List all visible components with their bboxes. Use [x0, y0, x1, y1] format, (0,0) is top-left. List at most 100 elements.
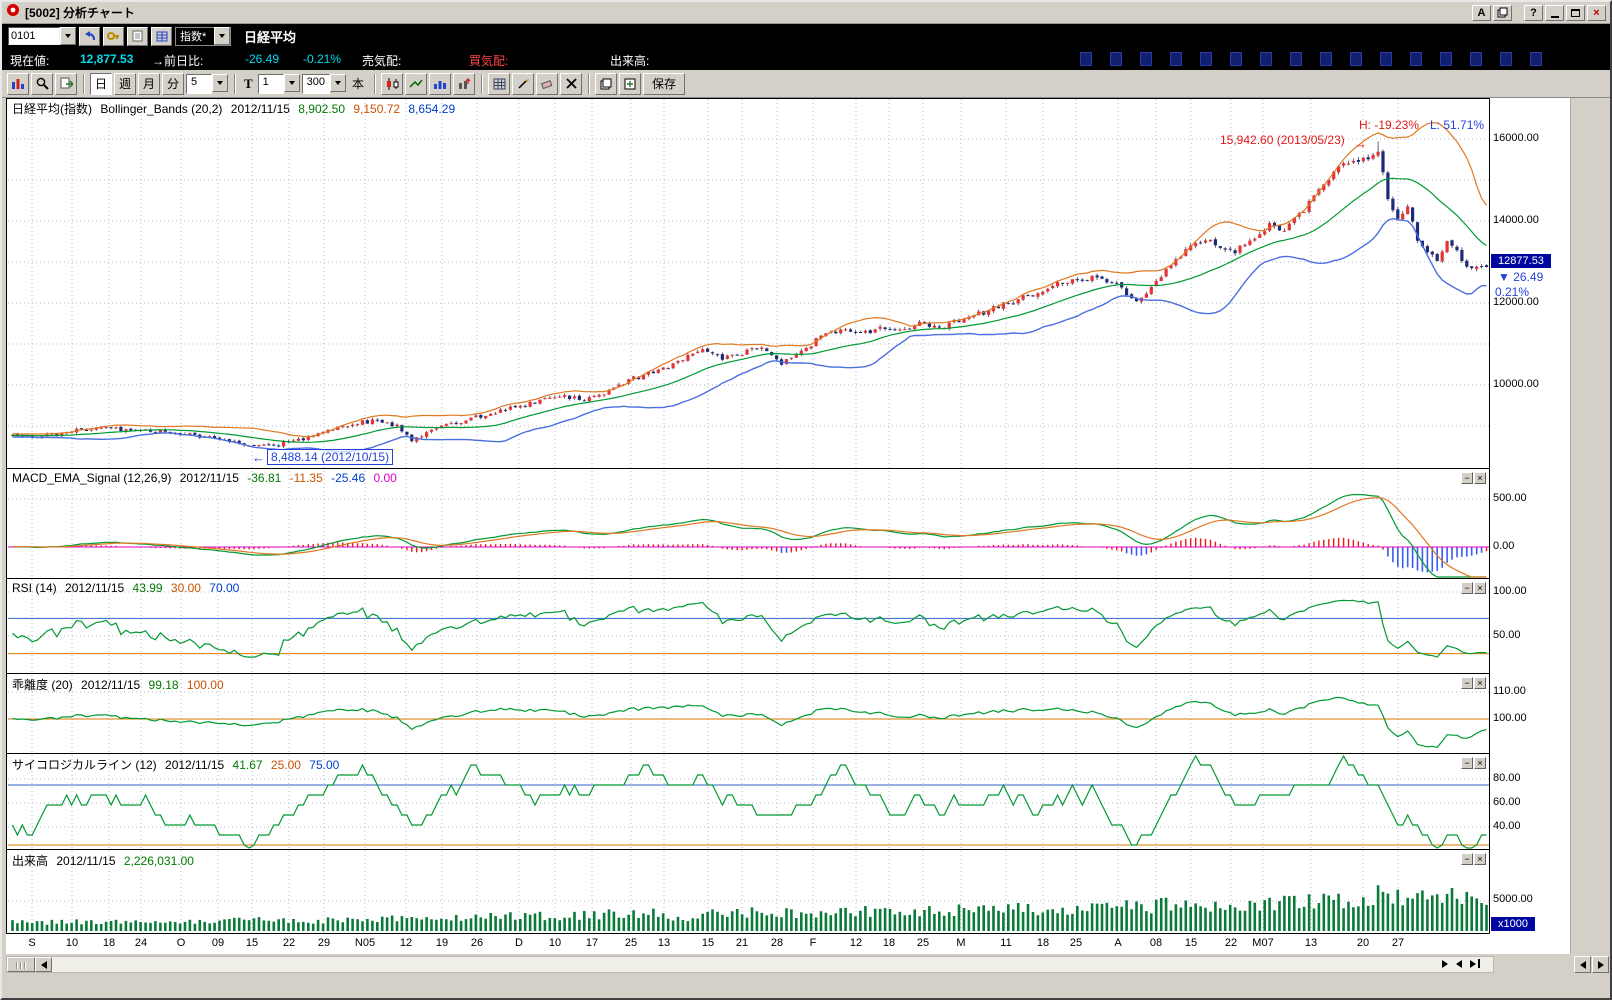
step-back-icon[interactable]	[1456, 959, 1462, 968]
quote-board-cell	[1140, 52, 1152, 66]
panel-minimize-button[interactable]: −	[1461, 853, 1473, 865]
copy-window-button[interactable]	[1493, 4, 1512, 21]
candle-chart-button[interactable]	[381, 72, 404, 95]
high-price-annotation: 15,942.60 (2013/05/23)	[1220, 133, 1345, 147]
draw-line-button[interactable]	[512, 72, 535, 95]
low-percent-label: L: 51.71%	[1430, 118, 1485, 132]
panel-minimize-button[interactable]: −	[1461, 582, 1473, 594]
minimize-button[interactable]	[1545, 4, 1564, 21]
font-size-button[interactable]: A	[1472, 4, 1491, 21]
command-bar: 指数* 日経平均	[2, 24, 1610, 48]
period-week-button[interactable]: 週	[114, 72, 136, 95]
quote-board-cell	[1110, 52, 1122, 66]
symbol-code-input[interactable]	[8, 27, 60, 45]
scrollbar-thumb[interactable]	[7, 957, 35, 972]
go-latest-bar	[1478, 959, 1480, 968]
panel-minimize-button[interactable]: −	[1461, 677, 1473, 689]
ask-label: 売気配:	[362, 54, 402, 68]
last-change-percent: 0.21%	[1495, 285, 1530, 299]
titlebar[interactable]: [5002] 分析チャート A ? ×	[2, 2, 1610, 24]
quote-board-cell	[1200, 52, 1212, 66]
quote-board-cell	[1290, 52, 1302, 66]
go-latest-icon[interactable]	[1470, 959, 1476, 968]
bar-count-unit: 本	[352, 77, 365, 91]
compare-chart-button[interactable]	[453, 72, 476, 95]
indicator-settings-button[interactable]	[7, 72, 29, 95]
volume-chart-button[interactable]	[429, 72, 452, 95]
code-history-dropdown-button[interactable]	[60, 27, 76, 45]
export-button[interactable]	[55, 72, 77, 95]
period-month-button[interactable]: 月	[138, 72, 160, 95]
category-dropdown-button[interactable]	[214, 27, 230, 45]
quote-board-cell	[1470, 52, 1482, 66]
current-price-value: 12,877.53	[80, 52, 134, 66]
last-price-badge: 12877.53	[1491, 254, 1551, 268]
quote-board-cell	[1530, 52, 1542, 66]
panel-minimize-button[interactable]: −	[1461, 472, 1473, 484]
period-day-button[interactable]: 日	[90, 72, 112, 95]
minute-interval-value: 5	[186, 73, 212, 94]
high-percent-label: H: -19.23%	[1359, 118, 1420, 132]
panel-close-button[interactable]: ×	[1474, 677, 1486, 689]
quote-board-cell	[1230, 52, 1242, 66]
low-price-annotation: 8,488.14 (2012/10/15)	[267, 449, 394, 465]
scroll-page-left-button[interactable]	[1574, 956, 1591, 973]
volume-unit-badge: x1000	[1491, 917, 1535, 931]
bar-count-value: 300	[301, 73, 331, 94]
back-icon[interactable]	[79, 26, 100, 46]
minute-interval-select[interactable]: 5	[186, 73, 228, 94]
period-minute-button[interactable]: 分	[162, 72, 184, 95]
change-label: →前日比:	[152, 54, 204, 68]
tick-label: T	[244, 75, 253, 91]
change-percent: -0.21%	[303, 52, 342, 66]
close-button[interactable]: ×	[1587, 4, 1606, 21]
scroll-page-right-button[interactable]	[1592, 956, 1609, 973]
save-button[interactable]: 保存	[643, 72, 686, 95]
new-window-button[interactable]	[619, 72, 642, 95]
zoom-button[interactable]	[31, 72, 53, 95]
horizontal-scrollbar[interactable]	[6, 956, 1494, 973]
quote-board-cell	[1260, 52, 1272, 66]
quote-board-cell	[1170, 52, 1182, 66]
eraser-button[interactable]	[536, 72, 559, 95]
panel-close-button[interactable]: ×	[1474, 582, 1486, 594]
symbol-name: 日経平均	[244, 29, 297, 45]
panel-minimize-button[interactable]: −	[1461, 757, 1473, 769]
delete-drawing-button[interactable]	[560, 72, 583, 95]
minute-interval-dropdown-button[interactable]	[212, 73, 228, 92]
maximize-button[interactable]	[1566, 4, 1585, 21]
panel-close-button[interactable]: ×	[1474, 757, 1486, 769]
tick-dropdown-button[interactable]	[283, 73, 300, 92]
grid-button[interactable]	[488, 72, 511, 95]
bid-label: 買気配:	[469, 54, 509, 68]
app-logo-icon	[6, 3, 20, 22]
quote-board-cell	[1080, 52, 1092, 66]
low-arrow-icon: ←	[252, 450, 265, 465]
category-select-value: 指数*	[180, 31, 207, 43]
window-title: [5002] 分析チャート	[25, 6, 135, 20]
tick-select[interactable]: 1	[257, 73, 300, 94]
volume-label: 出来高:	[610, 54, 650, 68]
step-forward-icon[interactable]	[1442, 959, 1448, 968]
current-price-label: 現在値:	[10, 54, 50, 68]
quote-board-cell	[1320, 52, 1332, 66]
category-select[interactable]: 指数*	[175, 26, 231, 46]
scroll-left-button[interactable]	[35, 957, 52, 972]
line-chart-button[interactable]	[405, 72, 428, 95]
panel-close-button[interactable]: ×	[1474, 853, 1486, 865]
bar-count-select[interactable]: 300	[301, 73, 347, 94]
bar-count-dropdown-button[interactable]	[330, 73, 347, 92]
tick-select-value: 1	[257, 73, 284, 94]
quote-bar: 現在値: 12,877.53 →前日比: -26.49 -0.21% 売気配: …	[2, 48, 1610, 70]
panel-close-button[interactable]: ×	[1474, 472, 1486, 484]
chart-toolbar: 日 週 月 分 5 T 1 300 本 保存	[2, 70, 1610, 98]
quote-board-cell	[1410, 52, 1422, 66]
memo-icon[interactable]	[127, 26, 148, 46]
board-icon[interactable]	[151, 26, 172, 46]
copy-chart-button[interactable]	[595, 72, 618, 95]
help-button[interactable]: ?	[1524, 4, 1543, 21]
high-arrow-icon: →	[1354, 136, 1367, 151]
key-icon[interactable]	[103, 26, 124, 46]
